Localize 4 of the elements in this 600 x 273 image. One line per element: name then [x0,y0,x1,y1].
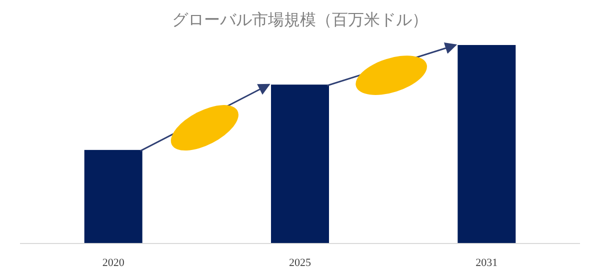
x-tick-label: 2031 [476,257,498,269]
x-tick-label: 2025 [289,257,312,269]
chart-title: グローバル市場規模（百万米ドル） [172,10,428,29]
x-tick-label: 2020 [102,257,125,269]
